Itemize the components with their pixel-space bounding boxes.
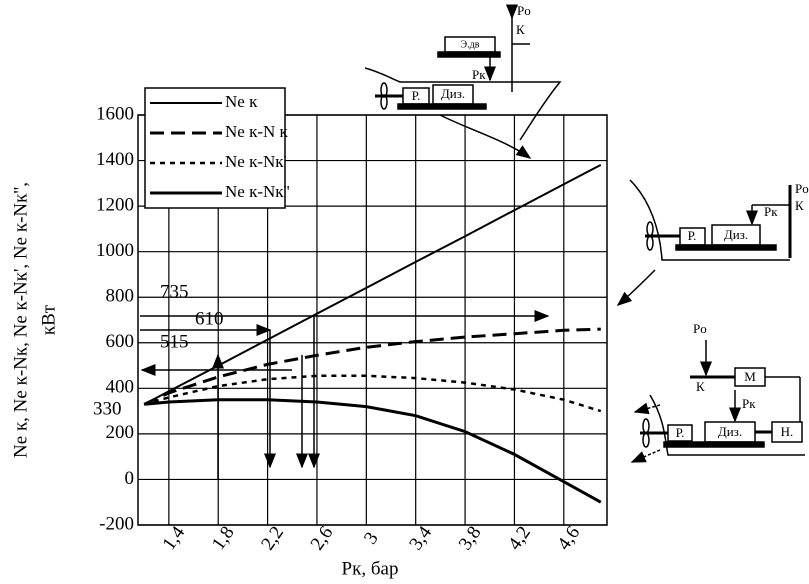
x-tick-label: 1,4 [159,522,190,554]
y-tick-label: 0 [125,468,135,489]
y-tick-label: 200 [106,422,135,443]
series [144,165,601,502]
y-tick-label: 800 [106,286,135,307]
x-tick-label: 4,6 [553,523,584,555]
annotation: 330 [93,398,122,419]
y-tick-label: 400 [106,377,135,398]
diagram-label: Диз. [441,86,465,101]
diagram-label: Диз. [724,227,748,242]
diagram-label: К [696,379,705,394]
diagram-label: Pо [517,3,531,18]
y-tick-label: 1400 [96,149,134,170]
legend-label: Ne к-Nк' [225,152,287,171]
diagram [618,180,790,305]
diagram-label: Pо [693,321,707,336]
legend-label: Ne к [225,92,258,111]
diagram-label: Р. [688,228,697,243]
annotation-arrows [140,316,548,480]
y-axis-label: кВт [38,304,59,335]
x-tick-label: 2,2 [257,523,288,555]
x-axis-label: Рк, бар [342,558,399,579]
y-tick-label: 1600 [96,103,134,124]
diagram [632,340,805,462]
x-tick-label: 3 [360,528,383,548]
y-tick-label: 600 [106,331,135,352]
chart: -200 0 200 400 600 800 1000 1200 1400 1600 1,4 1,8 2… [0,0,809,584]
series-line [144,400,601,503]
diagram [365,6,560,158]
x-tick-label: 4,2 [504,523,535,555]
x-tick-label: 3,8 [455,523,486,555]
diagram-label: Pк [764,204,778,219]
legend: Ne к Ne к-N к Ne к-Nк' Ne к-Nк'' [145,88,290,208]
annotation: 735 [160,281,189,302]
x-tick-label: 1,8 [208,523,239,555]
diagram-label: Э.дв [461,39,480,50]
diagram-label: К [795,198,804,213]
diagram-label: Р. [676,425,685,440]
diagram-label: Pо [795,181,809,196]
legend-label: Ne к-N к [225,122,289,141]
annotation: 610 [195,308,224,329]
y-tick-label: 1200 [96,194,134,215]
legend-label: Ne к-Nк'' [225,182,290,201]
diagram-label: Диз. [718,424,742,439]
diagram-label: К [516,22,525,37]
diagram-label: Р. [412,88,421,103]
series-line [144,376,601,411]
y-tick-label: -200 [99,513,134,534]
y-tick-label: 1000 [96,240,134,261]
diagram-label: Pк [742,396,756,411]
diagram-label: Н. [781,424,794,439]
y-axis-label: Ne к, Ne к-Nк, Ne к-Nк', Ne к-Nк'', [10,182,31,458]
x-tick-label: 2,6 [307,523,338,555]
diagram-label: М [744,369,756,384]
diagram-label: Pк [472,67,486,82]
annotation: 515 [160,331,189,352]
x-tick-label: 3,4 [405,522,436,554]
